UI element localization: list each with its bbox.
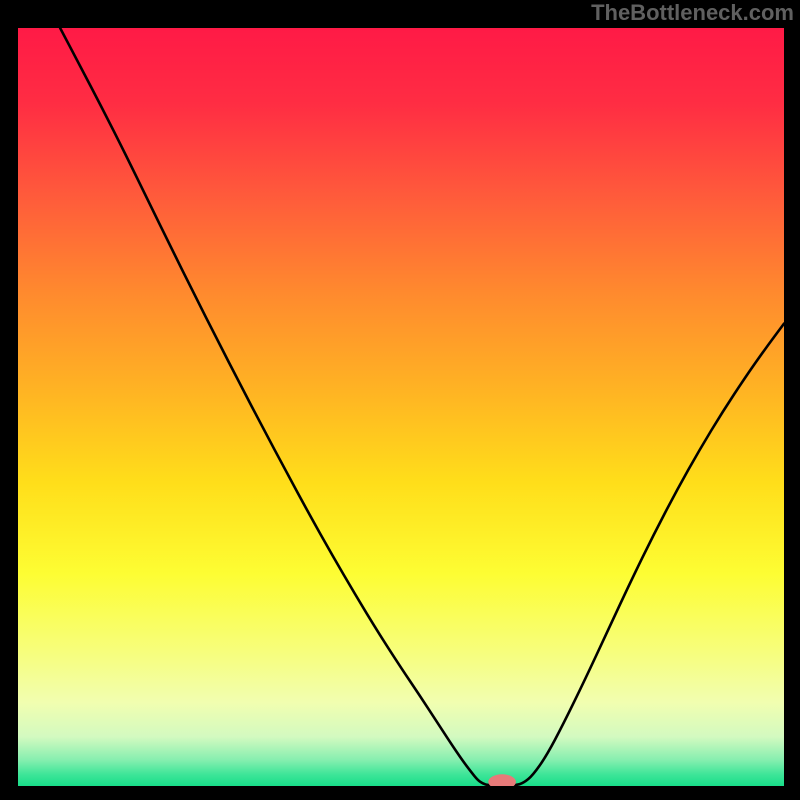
- plot-svg: [18, 28, 784, 786]
- chart-frame: TheBottleneck.com: [0, 0, 800, 800]
- plot-area: [18, 28, 784, 786]
- watermark-text: TheBottleneck.com: [591, 0, 794, 26]
- gradient-background: [18, 28, 784, 786]
